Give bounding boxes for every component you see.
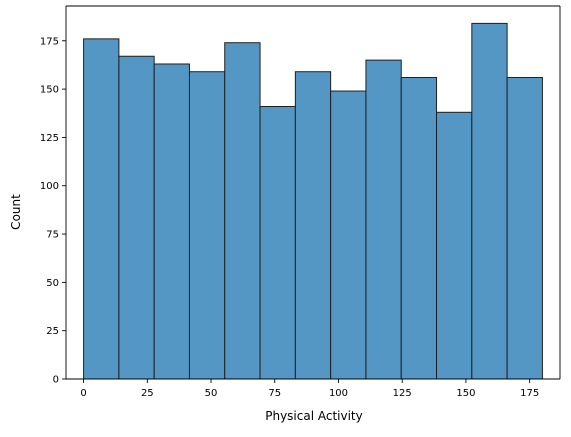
- histogram-bar: [365, 59, 402, 380]
- y-tick-label: 50: [46, 278, 59, 289]
- histogram-bar: [83, 38, 120, 380]
- x-tick-label: 100: [329, 388, 348, 399]
- x-ticks-group: 0 25 50 75 100 125 150 175: [80, 379, 539, 399]
- x-tick-label: 25: [141, 388, 154, 399]
- histogram-bar: [259, 105, 296, 380]
- y-ticks-group: 0 25 50 75 100 125 150 175: [40, 36, 66, 386]
- y-tick-label: 125: [40, 133, 59, 144]
- x-tick-label: 75: [268, 388, 281, 399]
- histogram-bar: [400, 77, 438, 380]
- y-tick-label: 100: [40, 181, 59, 192]
- y-axis-label: Count: [9, 194, 23, 230]
- x-tick-label: 0: [80, 388, 86, 399]
- y-tick-label: 0: [53, 375, 59, 386]
- y-tick-label: 25: [46, 326, 59, 337]
- histogram-bar: [153, 63, 190, 380]
- x-tick-label: 50: [205, 388, 218, 399]
- histogram-bar: [506, 77, 543, 380]
- axes-group: [65, 5, 561, 380]
- x-axis-label: Physical Activity: [265, 409, 363, 423]
- histogram-bar: [471, 22, 508, 380]
- x-tick-label: 175: [520, 388, 539, 399]
- histogram-bar: [436, 111, 473, 380]
- histogram-bar: [330, 90, 367, 380]
- y-tick-label: 75: [46, 230, 59, 241]
- y-tick-label: 175: [40, 36, 59, 47]
- y-tick-label: 150: [40, 85, 59, 96]
- bars-group: [83, 22, 543, 380]
- x-tick-label: 150: [456, 388, 475, 399]
- x-tick-label: 125: [393, 388, 412, 399]
- histogram-bar: [224, 42, 261, 380]
- histogram-bar: [188, 71, 226, 380]
- histogram-bar: [294, 71, 332, 380]
- histogram-bar: [118, 55, 155, 380]
